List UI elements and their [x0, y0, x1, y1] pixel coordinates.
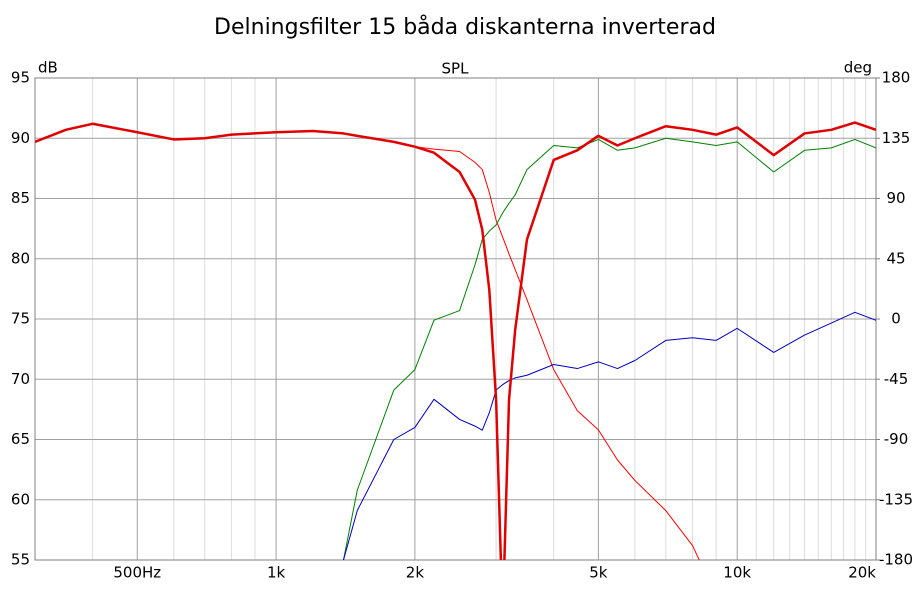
- y-tick-label: 70: [11, 370, 30, 388]
- plot-lines: [35, 121, 876, 560]
- y2-tick-label: 180: [882, 69, 911, 87]
- series-line: [342, 311, 876, 560]
- y2-tick-label: 0: [891, 310, 901, 328]
- y-tick-label: 60: [11, 490, 30, 508]
- plot-frame: [34, 77, 877, 561]
- y2-axis-label: deg: [844, 59, 872, 77]
- series-line: [35, 121, 876, 560]
- y2-tick-label: -90: [884, 430, 909, 448]
- y2-tick-label: -45: [884, 370, 909, 388]
- y2-tick-label: 90: [886, 189, 905, 207]
- y2-tick-label: 45: [886, 249, 905, 267]
- x-tick-label: 500Hz: [113, 564, 161, 582]
- x-tick-label: 20k: [848, 564, 876, 582]
- y-tick-label: 55: [11, 551, 30, 569]
- y-tick-label: 65: [11, 430, 30, 448]
- y-tick-label: 75: [11, 310, 30, 328]
- x-tick-label: 1k: [267, 564, 286, 582]
- x-tick-label: 2k: [406, 564, 425, 582]
- x-tick-label: 10k: [723, 564, 751, 582]
- x-tick-label: 5k: [589, 564, 608, 582]
- series-line: [342, 137, 876, 560]
- y2-tick-label: -180: [879, 551, 913, 569]
- y-tick-label: 95: [11, 69, 30, 87]
- y2-tick-label: -135: [879, 490, 913, 508]
- y-tick-label: 80: [11, 249, 30, 267]
- y-tick-label: 85: [11, 189, 30, 207]
- chart-subtitle: SPL: [442, 60, 470, 78]
- y2-tick-label: 135: [882, 129, 911, 147]
- chart-title: Delningsfilter 15 båda diskanterna inver…: [214, 14, 716, 40]
- y-tick-label: 90: [11, 129, 30, 147]
- y-axis-label: dB: [38, 59, 58, 77]
